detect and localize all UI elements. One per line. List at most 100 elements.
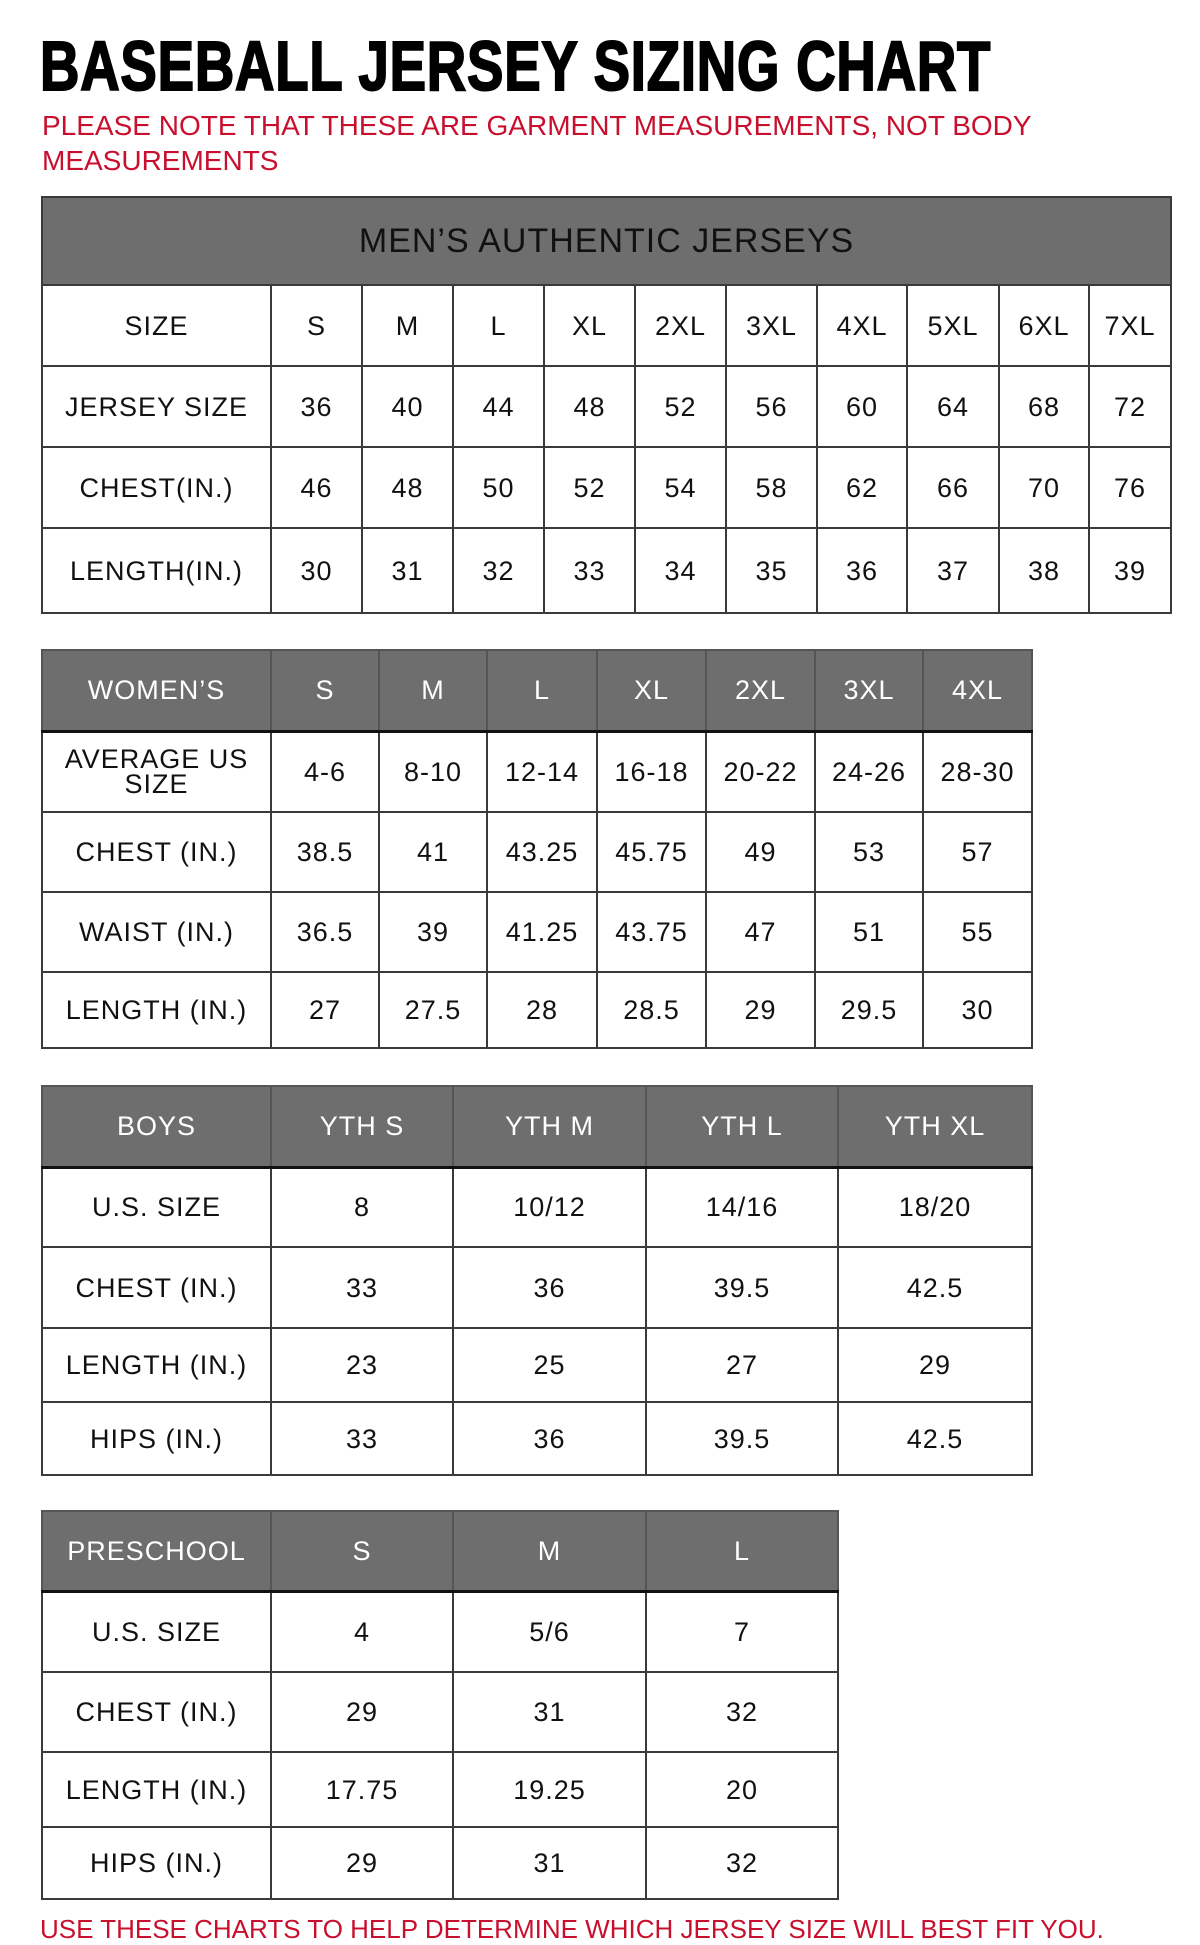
measurement-cell: 57 — [922, 811, 1033, 893]
row-label-cell: LENGTH (IN.) — [41, 1751, 272, 1828]
measurement-cell: 14/16 — [645, 1166, 839, 1248]
table-row: HIPS (IN.) 29 31 32 — [41, 1826, 839, 1900]
measurement-cell: 36 — [270, 365, 363, 448]
measurement-cell: 23 — [270, 1327, 454, 1403]
measurement-cell: 36.5 — [270, 891, 380, 973]
table-row: HIPS (IN.) 33 36 39.5 42.5 — [41, 1401, 1033, 1476]
measurement-cell: 44 — [452, 365, 545, 448]
measurement-cell: 29 — [270, 1826, 454, 1900]
table-row: LENGTH(IN.) 30 31 32 33 34 35 36 37 38 39 — [41, 527, 1173, 614]
header-label-cell: BOYS — [41, 1085, 272, 1168]
measurement-cell: 29 — [270, 1671, 454, 1753]
table-row: JERSEY SIZE 36 40 44 48 52 56 60 64 68 72 — [41, 365, 1173, 448]
measurement-cell: 5/6 — [452, 1590, 647, 1673]
measurement-cell: 4 — [270, 1590, 454, 1673]
row-label-cell: LENGTH (IN.) — [41, 1327, 272, 1403]
table-row: LENGTH (IN.) 23 25 27 29 — [41, 1327, 1033, 1403]
measurement-cell: 66 — [906, 446, 1000, 529]
measurement-cell: 27 — [645, 1327, 839, 1403]
row-label-cell: AVERAGE US SIZE — [41, 730, 272, 813]
size-header-cell: L — [486, 649, 598, 732]
size-header-cell: XL — [596, 649, 707, 732]
size-header-cell: L — [452, 284, 545, 367]
row-label-cell: HIPS (IN.) — [41, 1401, 272, 1476]
row-label-cell: LENGTH (IN.) — [41, 971, 272, 1049]
row-label-cell: CHEST (IN.) — [41, 1246, 272, 1329]
measurement-cell: 27.5 — [378, 971, 488, 1049]
measurement-cell: 30 — [270, 527, 363, 614]
header-label-cell: SIZE — [41, 284, 272, 367]
measurement-cell: 43.75 — [596, 891, 707, 973]
measurement-cell: 37 — [906, 527, 1000, 614]
measurement-cell: 29.5 — [814, 971, 924, 1049]
table-caption: MEN’S AUTHENTIC JERSEYS — [40, 196, 1173, 286]
row-label-cell: CHEST (IN.) — [41, 811, 272, 893]
size-header-cell: 3XL — [725, 284, 818, 367]
row-label-cell: CHEST(IN.) — [41, 446, 272, 529]
boys-size-table: BOYS YTH S YTH M YTH L YTH XL U.S. SIZE 8 10/12… — [41, 1085, 1033, 1476]
measurement-cell: 8 — [270, 1166, 454, 1248]
measurement-cell: 34 — [634, 527, 727, 614]
size-header-cell: S — [270, 284, 363, 367]
measurement-cell: 60 — [816, 365, 908, 448]
size-header-cell: M — [378, 649, 488, 732]
measurement-cell: 40 — [361, 365, 454, 448]
measurement-cell: 43.25 — [486, 811, 598, 893]
table-row: CHEST (IN.) 38.5 41 43.25 45.75 49 53 57 — [41, 811, 1033, 893]
table-row: CHEST (IN.) 33 36 39.5 42.5 — [41, 1246, 1033, 1329]
table-caption-row: MEN’S AUTHENTIC JERSEYS — [40, 196, 1173, 286]
measurement-cell: 29 — [837, 1327, 1033, 1403]
footer-note: USE THESE CHARTS TO HELP DETERMINE WHICH… — [40, 1914, 1104, 1944]
measurement-cell: 33 — [543, 527, 636, 614]
page-title: BASEBALL JERSEY SIZING CHART — [39, 26, 992, 106]
measurement-cell: 36 — [816, 527, 908, 614]
table-row: AVERAGE US SIZE 4-6 8-10 12-14 16-18 20-22 24-… — [41, 730, 1033, 813]
table-row: U.S. SIZE 4 5/6 7 — [41, 1590, 839, 1673]
mens-size-table: MEN’S AUTHENTIC JERSEYS SIZE S M L XL 2XL 3XL 4X… — [40, 196, 1173, 614]
measurement-cell: 70 — [998, 446, 1090, 529]
measurement-cell: 54 — [634, 446, 727, 529]
measurement-cell: 68 — [998, 365, 1090, 448]
measurement-cell: 29 — [705, 971, 816, 1049]
size-header-cell: 3XL — [814, 649, 924, 732]
measurement-cell: 64 — [906, 365, 1000, 448]
measurement-cell: 38 — [998, 527, 1090, 614]
measurement-cell: 39 — [1087, 527, 1173, 614]
size-header-cell: S — [270, 649, 380, 732]
measurement-cell: 27 — [270, 971, 380, 1049]
measurement-cell: 17.75 — [270, 1751, 454, 1828]
measurement-cell: 48 — [543, 365, 636, 448]
size-header-cell: L — [645, 1510, 839, 1592]
size-header-cell: M — [361, 284, 454, 367]
table-header-row: WOMEN’S S M L XL 2XL 3XL 4XL — [41, 649, 1033, 732]
row-label-cell: U.S. SIZE — [41, 1590, 272, 1673]
table-header-row: BOYS YTH S YTH M YTH L YTH XL — [41, 1085, 1033, 1168]
row-label-cell: LENGTH(IN.) — [41, 527, 272, 614]
size-header-cell: 4XL — [816, 284, 908, 367]
size-header-cell: YTH L — [645, 1085, 839, 1168]
row-label-cell: HIPS (IN.) — [41, 1826, 272, 1900]
measurement-cell: 51 — [814, 891, 924, 973]
table-header-row: PRESCHOOL S M L — [41, 1510, 839, 1592]
row-label-cell: CHEST (IN.) — [41, 1671, 272, 1753]
measurement-cell: 49 — [705, 811, 816, 893]
measurement-cell: 10/12 — [452, 1166, 647, 1248]
measurement-cell: 41.25 — [486, 891, 598, 973]
measurement-cell: 58 — [725, 446, 818, 529]
measurement-cell: 42.5 — [837, 1401, 1033, 1476]
size-header-cell: 4XL — [922, 649, 1033, 732]
size-header-cell: 2XL — [634, 284, 727, 367]
table-row: U.S. SIZE 8 10/12 14/16 18/20 — [41, 1166, 1033, 1248]
table-row: WAIST (IN.) 36.5 39 41.25 43.75 47 51 55 — [41, 891, 1033, 973]
size-header-cell: XL — [543, 284, 636, 367]
measurement-cell: 38.5 — [270, 811, 380, 893]
size-header-cell: 2XL — [705, 649, 816, 732]
row-label-cell: WAIST (IN.) — [41, 891, 272, 973]
measurement-cell: 52 — [543, 446, 636, 529]
size-header-cell: YTH S — [270, 1085, 454, 1168]
measurement-cell: 42.5 — [837, 1246, 1033, 1329]
measurement-cell: 56 — [725, 365, 818, 448]
measurement-cell: 31 — [361, 527, 454, 614]
measurement-cell: 28-30 — [922, 730, 1033, 813]
measurement-cell: 8-10 — [378, 730, 488, 813]
